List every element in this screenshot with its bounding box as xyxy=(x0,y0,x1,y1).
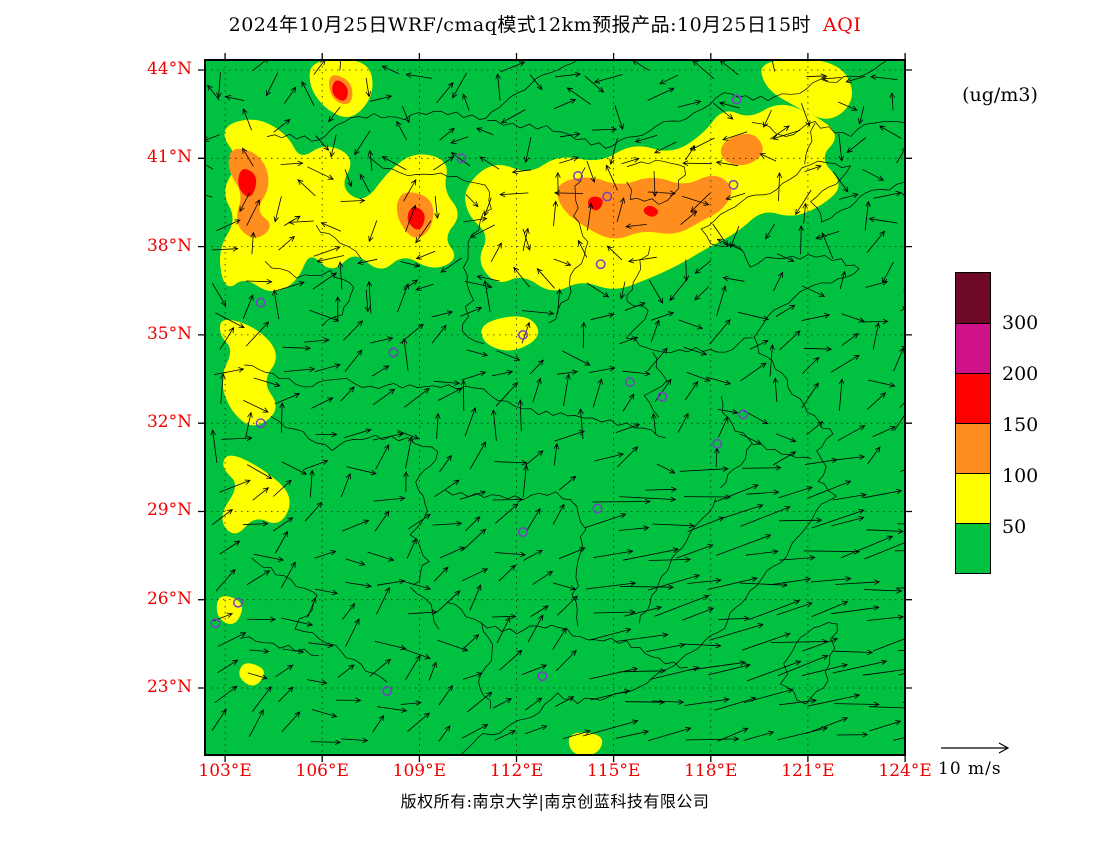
lat-tick-label: 44°N xyxy=(146,59,192,79)
copyright-text: 版权所有:南京大学|南京创蓝科技有限公司 xyxy=(400,792,710,811)
lon-tick-label: 106°E xyxy=(295,761,349,781)
wind-vectors xyxy=(205,60,905,745)
colorbar-tick-label: 150 xyxy=(1002,414,1039,436)
colorbar-segment xyxy=(956,373,990,423)
lon-tick-label: 121°E xyxy=(781,761,835,781)
units-label: (ug/m3) xyxy=(962,84,1038,106)
lon-tick-label: 118°E xyxy=(684,761,738,781)
colorbar-tick-label: 50 xyxy=(1002,516,1027,538)
colorbar-segment xyxy=(956,473,990,523)
aqi-filled-contours xyxy=(216,60,852,755)
colorbar-segment xyxy=(956,423,990,473)
title-variable: AQI xyxy=(823,14,862,36)
wind-reference-arrow-icon xyxy=(941,742,1010,754)
colorbar-segment xyxy=(956,273,990,323)
map-frame xyxy=(198,53,912,762)
colorbar-tick-label: 100 xyxy=(1002,465,1039,487)
lon-tick-label: 103°E xyxy=(198,761,252,781)
title-text: 2024年10月25日WRF/cmaq模式12km预报产品:10月25日15时 xyxy=(228,14,812,36)
colorbar-segment xyxy=(956,523,990,573)
colorbar-tick-label: 200 xyxy=(1002,363,1039,385)
province-boundaries xyxy=(240,60,905,755)
lon-tick-label: 109°E xyxy=(392,761,447,781)
page-title: 2024年10月25日WRF/cmaq模式12km预报产品:10月25日15时 A… xyxy=(115,10,975,37)
colorbar-segment xyxy=(956,323,990,373)
lat-tick-label: 38°N xyxy=(146,235,192,256)
wind-reference-label: 10 m/s xyxy=(938,759,1002,779)
lat-tick-label: 26°N xyxy=(146,588,192,609)
colorbar-tick-label: 300 xyxy=(1002,312,1039,334)
lat-tick-label: 23°N xyxy=(146,677,192,698)
station-markers xyxy=(210,94,749,696)
lat-tick-label: 32°N xyxy=(146,412,192,433)
wind-reference: 10 m/s xyxy=(938,740,1033,779)
lon-tick-label: 124°E xyxy=(878,761,932,781)
axis-tick-marks xyxy=(198,53,912,762)
colorbar xyxy=(955,272,991,574)
lon-tick-label: 112°E xyxy=(489,761,544,781)
lat-tick-label: 35°N xyxy=(146,323,192,344)
map-canvas xyxy=(195,50,915,765)
lat-tick-label: 41°N xyxy=(146,147,192,168)
lon-tick-label: 115°E xyxy=(586,761,641,781)
lat-tick-label: 29°N xyxy=(146,500,192,521)
